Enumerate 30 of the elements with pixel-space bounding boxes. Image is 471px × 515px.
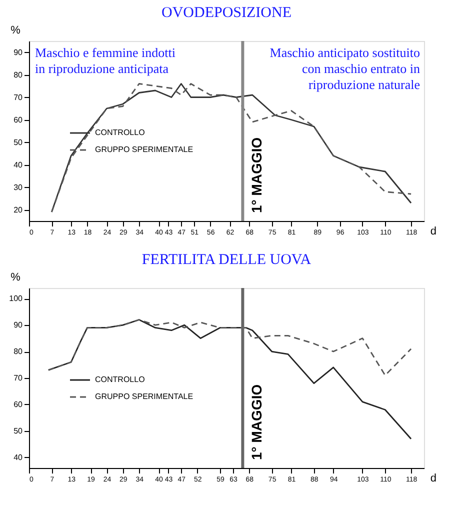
chart-title: FERTILITA DELLE UOVA — [142, 252, 312, 268]
y-tick-label: 30 — [14, 182, 24, 192]
y-tick-label: 90 — [14, 320, 24, 330]
y-tick-label: 50 — [14, 138, 24, 147]
y-tick-label: 40 — [14, 452, 24, 462]
annotation: Maschio anticipato sostituito con maschio entrato in riproduzione naturale — [270, 45, 420, 92]
annotation: Maschio e femmine indotti in riproduzione anticipata — [35, 45, 176, 76]
y-tick-label: 60 — [14, 400, 24, 409]
ref-line-label: 1° MAGGIO — [248, 384, 265, 460]
legend-label: CONTROLLO — [95, 128, 145, 137]
y-tick-label: 60 — [14, 115, 24, 124]
y-tick-label: 70 — [14, 92, 24, 102]
x-axis-title: d — [430, 226, 436, 238]
y-tick-label: 50 — [14, 426, 24, 436]
y-tick-label: 70 — [14, 374, 24, 382]
y-tick-label: 80 — [14, 70, 24, 80]
ref-line-label: 1° MAGGIO — [248, 137, 265, 213]
y-tick-label: 80 — [14, 347, 24, 356]
legend-label: GRUPPO SPERIMENTALE — [95, 392, 194, 401]
y-tick-label: 40 — [14, 160, 24, 170]
y-tick-label: 100 — [9, 294, 24, 304]
y-tick-label: 20 — [14, 205, 24, 214]
legend-label: GRUPPO SPERIMENTALE — [95, 145, 194, 154]
x-axis-title: d — [430, 472, 436, 484]
legend-label: CONTROLLO — [95, 375, 145, 384]
chart-title: OVODEPOSIZIONE — [162, 5, 292, 21]
y-axis-title: % — [10, 272, 21, 284]
y-tick-label: 90 — [14, 48, 24, 57]
y-axis-title: % — [10, 24, 21, 36]
line-series — [48, 319, 412, 376]
